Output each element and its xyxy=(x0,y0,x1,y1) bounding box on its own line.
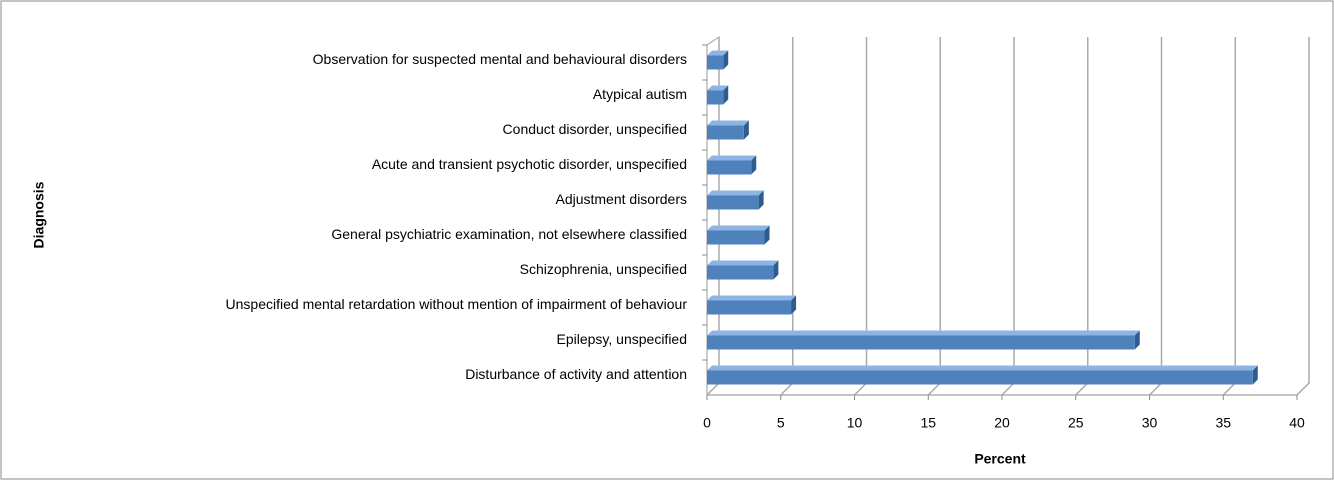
y-tick-label: Observation for suspected mental and beh… xyxy=(313,51,687,67)
bar xyxy=(707,370,1253,385)
y-tick-label: Acute and transient psychotic disorder, … xyxy=(372,156,687,172)
x-tick-label: 0 xyxy=(703,415,711,431)
bar-side xyxy=(764,225,770,245)
bar-top xyxy=(707,155,757,161)
grid-line xyxy=(1296,37,1310,396)
bar-top xyxy=(707,85,729,91)
bar-side xyxy=(773,260,779,280)
bar xyxy=(707,300,792,315)
x-tick-label: 20 xyxy=(994,415,1010,431)
bar xyxy=(707,230,765,245)
bar-top xyxy=(707,120,749,126)
bar-side xyxy=(1134,330,1140,350)
y-tick-label: Unspecified mental retardation without m… xyxy=(226,296,688,312)
x-tick-label: 25 xyxy=(1068,415,1084,431)
bar-side xyxy=(723,85,729,105)
y-tick-label: Adjustment disorders xyxy=(555,191,687,207)
bar xyxy=(707,195,759,210)
bar-side xyxy=(751,155,757,175)
bar xyxy=(707,55,724,70)
bar-side xyxy=(723,50,729,70)
bar xyxy=(707,125,744,140)
bar xyxy=(707,335,1135,350)
bar-top xyxy=(707,190,764,196)
y-tick-label: Conduct disorder, unspecified xyxy=(503,121,687,137)
x-tick-label: 30 xyxy=(1142,415,1158,431)
x-tick-label: 15 xyxy=(920,415,936,431)
bar xyxy=(707,160,752,175)
bar-side xyxy=(758,190,764,210)
y-tick-label: Epilepsy, unspecified xyxy=(557,331,687,347)
x-tick-label: 10 xyxy=(847,415,863,431)
x-axis-label: Percent xyxy=(974,451,1026,467)
y-axis-label: Diagnosis xyxy=(31,181,47,248)
bar-side xyxy=(791,295,797,315)
bar-top xyxy=(707,260,779,266)
bar-top xyxy=(707,225,770,231)
bar-top xyxy=(707,295,797,301)
bar xyxy=(707,265,774,280)
bar-side xyxy=(743,120,749,140)
y-tick-label: Schizophrenia, unspecified xyxy=(520,261,687,277)
bar-top xyxy=(707,50,729,56)
y-tick-label: Disturbance of activity and attention xyxy=(465,366,687,382)
y-tick-label: General psychiatric examination, not els… xyxy=(331,226,687,242)
bar-top xyxy=(707,365,1258,371)
x-tick-label: 35 xyxy=(1215,415,1231,431)
bar-top xyxy=(707,330,1140,336)
y-tick-label: Atypical autism xyxy=(593,86,687,102)
bar xyxy=(707,90,724,105)
x-tick-label: 40 xyxy=(1289,415,1305,431)
x-tick-label: 5 xyxy=(777,415,785,431)
bar-side xyxy=(1252,365,1258,385)
